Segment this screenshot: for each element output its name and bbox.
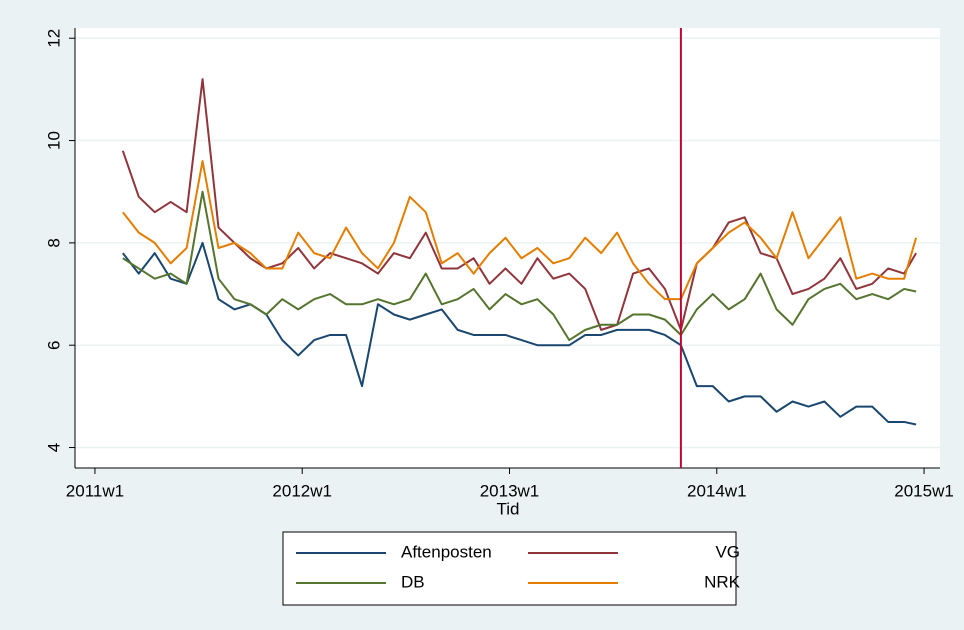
- y-tick-label: 10: [44, 131, 63, 150]
- series-line: [121, 78, 917, 331]
- x-tick-label: 2012w1: [272, 481, 332, 500]
- y-tick-label: 12: [44, 29, 63, 48]
- legend-label: NRK: [704, 572, 741, 591]
- x-tick-label: 2013w1: [480, 481, 540, 500]
- legend-label: VG: [715, 542, 740, 561]
- legend-label: DB: [401, 572, 425, 591]
- x-tick-label: 2011w1: [66, 481, 124, 500]
- y-tick-label: 6: [44, 340, 63, 349]
- series-line: [122, 160, 918, 301]
- legend-label: Aftenposten: [401, 542, 492, 561]
- x-tick-label: 2015w1: [894, 481, 954, 500]
- x-axis-label: Tid: [497, 499, 520, 518]
- y-tick-label: 8: [44, 238, 63, 247]
- series-line: [122, 190, 917, 342]
- x-tick-label: 2014w1: [687, 481, 747, 500]
- legend-box: [282, 531, 737, 606]
- y-tick-label: 4: [44, 443, 63, 452]
